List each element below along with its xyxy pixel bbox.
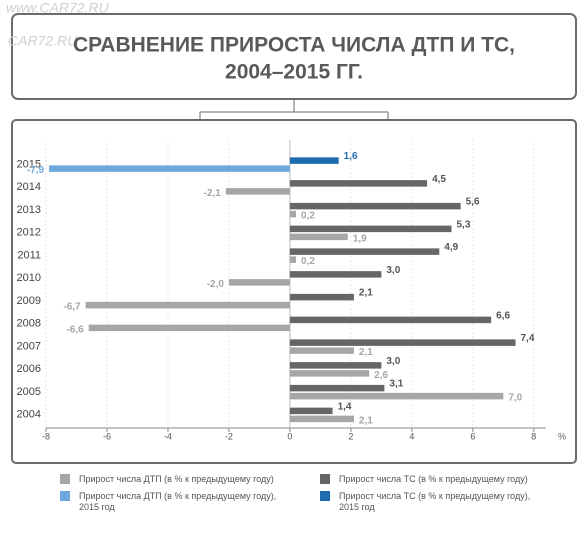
chart-subtitle: 2004–2015 ГГ. <box>225 61 363 84</box>
bar <box>289 225 452 233</box>
bar <box>289 362 382 369</box>
y-tick-label: 2009 <box>17 295 41 307</box>
value-label: 0,2 <box>301 256 315 267</box>
bar <box>289 293 354 301</box>
value-label: -2,1 <box>204 188 222 199</box>
x-tick-label: 8 <box>531 431 536 441</box>
bar <box>289 415 354 423</box>
x-tick-label: -4 <box>164 431 172 441</box>
x-tick-label: -6 <box>103 431 111 441</box>
legend: Прирост числа ДТП (в % к предыдущему год… <box>60 474 580 513</box>
bar <box>49 165 290 172</box>
chart-title: СРАВНЕНИЕ ПРИРОСТА ЧИСЛА ДТП И ТС, <box>73 34 515 57</box>
value-label: 0,2 <box>301 211 315 222</box>
x-tick-label: 0 <box>287 431 292 441</box>
value-label: -2,0 <box>207 279 225 290</box>
legend-swatch <box>60 474 70 484</box>
value-label: 4,5 <box>432 174 446 185</box>
legend-label: Прирост числа ДТП (в % к предыдущему год… <box>79 474 274 484</box>
y-tick-label: 2008 <box>17 318 41 330</box>
value-label: 2,1 <box>359 347 373 358</box>
value-label: -6,6 <box>66 324 84 335</box>
value-label: 3,0 <box>386 265 400 276</box>
bar <box>289 248 440 255</box>
y-tick-label: 2013 <box>17 204 41 216</box>
x-unit-label: % <box>558 431 566 441</box>
value-label: 4,9 <box>444 242 458 253</box>
bar <box>88 324 290 332</box>
value-label: -6,7 <box>63 302 81 313</box>
legend-label: Прирост числа ТС (в % к предыдущему году… <box>339 474 528 484</box>
y-tick-label: 2010 <box>17 272 41 284</box>
bar <box>289 347 354 354</box>
value-label: 3,0 <box>386 356 400 367</box>
bar <box>289 392 504 400</box>
bar <box>289 316 492 324</box>
legend-label: Прирост числа ДТП (в % к предыдущему год… <box>79 491 277 512</box>
bar <box>289 407 333 415</box>
value-label: 5,3 <box>456 219 470 230</box>
bar <box>289 384 385 392</box>
bar <box>289 339 516 346</box>
bar <box>289 370 370 377</box>
bar <box>289 157 339 164</box>
value-label: 7,4 <box>521 333 535 344</box>
bar <box>289 271 382 278</box>
bar <box>289 210 296 218</box>
x-tick-label: 6 <box>470 431 475 441</box>
value-label: 1,9 <box>353 233 367 244</box>
value-label: 3,1 <box>389 379 403 390</box>
value-label: 6,6 <box>496 310 510 321</box>
y-tick-label: 2006 <box>17 363 41 375</box>
bar <box>289 180 428 187</box>
y-tick-label: 2011 <box>17 249 41 261</box>
x-tick-label: -8 <box>42 431 50 441</box>
value-label: -7,9 <box>27 165 45 176</box>
legend-entry: Прирост числа ДТП (в % к предыдущему год… <box>60 474 320 485</box>
value-label: 2,1 <box>359 288 373 299</box>
legend-swatch <box>320 491 330 501</box>
bar <box>85 301 290 309</box>
bar <box>289 233 348 241</box>
legend-label: Прирост числа ТС (в % к предыдущему году… <box>339 491 531 512</box>
bar <box>228 279 290 286</box>
value-label: 5,6 <box>466 197 480 208</box>
y-tick-label: 2004 <box>17 409 41 421</box>
value-label: 2,6 <box>374 370 388 381</box>
value-label: 1,4 <box>338 401 352 412</box>
value-label: 1,6 <box>344 151 358 162</box>
y-tick-label: 2014 <box>17 181 41 193</box>
watermark: www.CAR72.RU <box>6 0 110 16</box>
y-tick-label: 2005 <box>17 386 41 398</box>
x-tick-label: 4 <box>409 431 414 441</box>
y-tick-label: 2015 <box>17 158 41 170</box>
value-label: 7,0 <box>508 393 522 404</box>
x-tick-label: 2 <box>348 431 353 441</box>
y-tick-label: 2012 <box>17 227 41 239</box>
bar <box>289 256 296 263</box>
x-tick-label: -2 <box>225 431 233 441</box>
legend-swatch <box>60 491 70 501</box>
legend-swatch <box>320 474 330 484</box>
value-label: 2,1 <box>359 415 373 426</box>
legend-entry: Прирост числа ДТП (в % к предыдущему год… <box>60 491 320 513</box>
watermark: CAR72.RU <box>8 33 78 49</box>
legend-entry: Прирост числа ТС (в % к предыдущему году… <box>320 474 580 485</box>
y-tick-label: 2007 <box>17 340 41 352</box>
legend-entry: Прирост числа ТС (в % к предыдущему году… <box>320 491 580 513</box>
bar <box>289 202 461 210</box>
bar <box>225 188 290 195</box>
